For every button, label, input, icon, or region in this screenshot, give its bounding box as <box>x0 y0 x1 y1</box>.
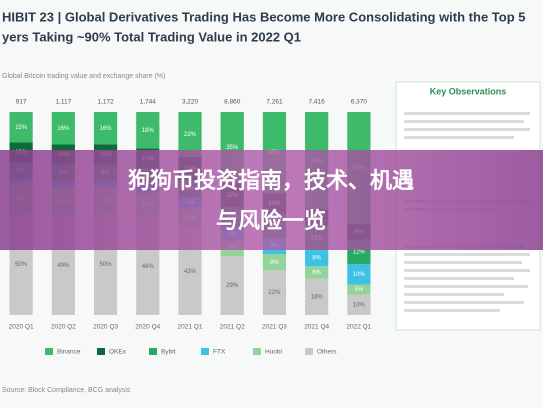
legend-swatch <box>253 348 261 355</box>
total-label: 7,261 <box>266 99 283 106</box>
legend-swatch <box>45 348 53 355</box>
bar-segment <box>347 264 371 285</box>
x-tick-label: 2021 Q1 <box>178 324 203 331</box>
segment-label: 16% <box>57 126 70 132</box>
bar-segment <box>9 112 33 143</box>
segment-label: 16% <box>100 126 113 132</box>
total-label: 1,172 <box>97 99 114 106</box>
banner <box>0 150 543 250</box>
bar-segment <box>305 278 329 315</box>
segment-label: 43% <box>184 269 197 275</box>
bar-segment <box>347 294 371 315</box>
total-label: 1,117 <box>55 99 71 106</box>
legend-label: FTX <box>213 349 226 356</box>
bar-segment <box>347 284 371 295</box>
segment-label: 22% <box>184 132 197 138</box>
bar-segment <box>93 112 118 145</box>
x-tick-label: 2021 Q2 <box>220 324 245 331</box>
segment-label: 50% <box>15 262 28 268</box>
legend-swatch <box>201 348 209 355</box>
segment-label: 8% <box>312 256 321 262</box>
title: HIBIT 23 | Global Derivatives Trading Ha… <box>2 9 526 24</box>
total-label: 8,860 <box>224 99 241 106</box>
segment-label: 22% <box>268 290 281 296</box>
legend-label: Huobi <box>265 349 282 356</box>
bar-segment <box>178 112 202 157</box>
total-label: 1,744 <box>140 99 157 106</box>
segment-label: 5% <box>355 287 364 293</box>
title-line2: yers Taking ~90% Total Trading Value in … <box>2 29 301 44</box>
segment-label: 18% <box>142 128 155 134</box>
total-label: 6,370 <box>351 99 368 106</box>
segment-label: 48% <box>142 264 155 270</box>
x-tick-label: 2020 Q3 <box>93 324 118 331</box>
bar-segment <box>262 254 287 271</box>
total-label: 7,416 <box>309 99 326 106</box>
legend-label: Others <box>317 349 337 356</box>
segment-label: 15% <box>15 125 28 131</box>
subtitle: Global Bitcoin trading value and exchang… <box>2 73 165 80</box>
segment-label: 8% <box>270 260 279 266</box>
segment-label: 35% <box>226 145 239 151</box>
legend-label: Binance <box>57 349 81 356</box>
x-tick-label: 2021 Q4 <box>304 324 329 331</box>
x-tick-label: 2021 Q3 <box>262 324 287 331</box>
legend-label: Bybit <box>161 349 176 356</box>
bar-segment <box>305 266 329 279</box>
legend-label: OKEx <box>109 349 127 356</box>
bar-segment <box>51 112 75 145</box>
legend-swatch <box>305 348 313 355</box>
segment-label: 49% <box>57 263 70 269</box>
x-tick-label: 2020 Q1 <box>9 324 34 331</box>
bar-segment <box>220 256 244 315</box>
banner-line: 与风险一览 <box>216 208 326 234</box>
legend-swatch <box>97 348 105 355</box>
total-label: 917 <box>16 99 27 106</box>
total-label: 3,220 <box>182 99 199 106</box>
segment-label: 10% <box>353 272 366 278</box>
bar-segment <box>136 112 160 149</box>
x-tick-label: 2020 Q4 <box>135 324 160 331</box>
segment-label: 29% <box>226 283 239 289</box>
segment-label: 6% <box>312 270 321 276</box>
segment-label: 10% <box>353 302 366 308</box>
bar-segment <box>305 250 329 267</box>
segment-label: 12% <box>353 250 366 256</box>
segment-label: 50% <box>100 262 113 268</box>
x-tick-label: 2022 Q1 <box>346 324 371 331</box>
x-tick-label: 2020 Q2 <box>51 324 76 331</box>
panel-heading: Key Observations <box>430 86 507 96</box>
banner-line: 狗狗币投资指南，技术、机遇 <box>128 169 414 194</box>
bar-segment <box>262 270 287 315</box>
legend-swatch <box>149 348 157 355</box>
segment-label: 18% <box>311 294 324 300</box>
source: Source: Block Compliance, BCG analysis <box>2 387 131 394</box>
